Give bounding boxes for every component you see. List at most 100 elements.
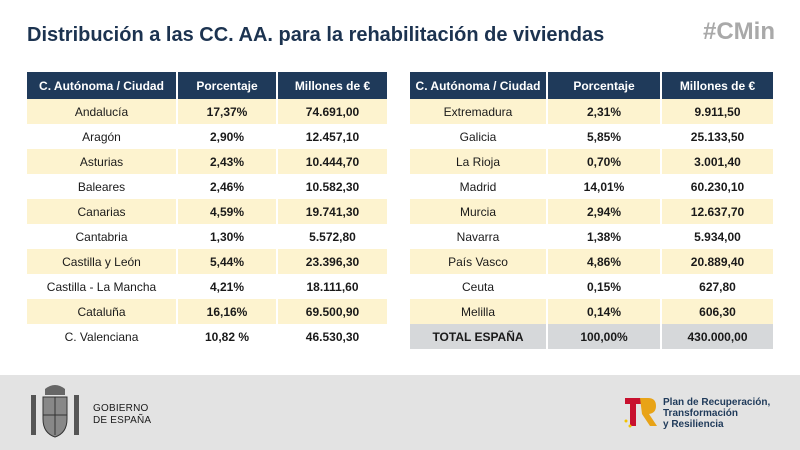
table-cell: 0,70% bbox=[548, 149, 662, 174]
table-cell: 16,16% bbox=[178, 299, 278, 324]
table-cell: 0,14% bbox=[548, 299, 662, 324]
table-cell: 2,94% bbox=[548, 199, 662, 224]
table-cell: 23.396,30 bbox=[278, 249, 389, 274]
text-line: y Resiliencia bbox=[663, 419, 724, 430]
table-cell: 25.133,50 bbox=[662, 124, 775, 149]
table-cell: 4,86% bbox=[548, 249, 662, 274]
table-cell: 0,15% bbox=[548, 274, 662, 299]
table-cell: Cantabria bbox=[27, 224, 178, 249]
hashtag: #CMin bbox=[703, 18, 775, 45]
table-cell: Andalucía bbox=[27, 99, 178, 124]
table-cell: 606,30 bbox=[662, 299, 775, 324]
table-row: C. Autónoma / Ciudad Porcentaje Millones d… bbox=[410, 72, 775, 99]
table-row: Galicia 5,85% 25.133,50 bbox=[410, 124, 775, 149]
table-cell: 627,80 bbox=[662, 274, 775, 299]
coat-of-arms bbox=[31, 385, 79, 438]
table-cell: 10.582,30 bbox=[278, 174, 389, 199]
table-cell: 4,59% bbox=[178, 199, 278, 224]
table: C. Autónoma / Ciudad Porcentaje Millones d… bbox=[410, 72, 775, 349]
table-cell: C. Autónoma / Ciudad bbox=[410, 72, 548, 99]
table-row: Castilla - La Mancha 4,21% 18.111,60 bbox=[27, 274, 389, 299]
table-cell: 9.911,50 bbox=[662, 99, 775, 124]
text-line: DE ESPAÑA bbox=[93, 415, 152, 426]
table-cell: 2,90% bbox=[178, 124, 278, 149]
table-cell: 14,01% bbox=[548, 174, 662, 199]
table-row: Ceuta 0,15% 627,80 bbox=[410, 274, 775, 299]
table-cell: Extremadura bbox=[410, 99, 548, 124]
table-cell: 5.934,00 bbox=[662, 224, 775, 249]
table-cell: País Vasco bbox=[410, 249, 548, 274]
table-cell: Baleares bbox=[27, 174, 178, 199]
table-cell: 46.530,30 bbox=[278, 324, 389, 349]
table-cell: Castilla y León bbox=[27, 249, 178, 274]
table-cell: 18.111,60 bbox=[278, 274, 389, 299]
table-cell: 4,21% bbox=[178, 274, 278, 299]
table-cell: Madrid bbox=[410, 174, 548, 199]
table-row: Murcia 2,94% 12.637,70 bbox=[410, 199, 775, 224]
table-row: C. Autónoma / Ciudad Porcentaje Millones d… bbox=[27, 72, 389, 99]
table-cell: Asturias bbox=[27, 149, 178, 174]
table-row: Cantabria 1,30% 5.572,80 bbox=[27, 224, 389, 249]
table-row: Cataluña 16,16% 69.500,90 bbox=[27, 299, 389, 324]
table-cell: 60.230,10 bbox=[662, 174, 775, 199]
table-cell: C. Autónoma / Ciudad bbox=[27, 72, 178, 99]
table-cell: Cataluña bbox=[27, 299, 178, 324]
table-row: Andalucía 17,37% 74.691,00 bbox=[27, 99, 389, 124]
table-cell: Aragón bbox=[27, 124, 178, 149]
table-cell: 5,85% bbox=[548, 124, 662, 149]
table-cell: Porcentaje bbox=[178, 72, 278, 99]
table-row: Baleares 2,46% 10.582,30 bbox=[27, 174, 389, 199]
table-cell: 2,46% bbox=[178, 174, 278, 199]
table-cell: 74.691,00 bbox=[278, 99, 389, 124]
table-cell: Castilla - La Mancha bbox=[27, 274, 178, 299]
table-cell: La Rioja bbox=[410, 149, 548, 174]
table-cell: 100,00% bbox=[548, 324, 662, 349]
table-cell: 10.444,70 bbox=[278, 149, 389, 174]
table-row: Extremadura 2,31% 9.911,50 bbox=[410, 99, 775, 124]
table-cell: 1,30% bbox=[178, 224, 278, 249]
table-cell: 69.500,90 bbox=[278, 299, 389, 324]
table-cell: 3.001,40 bbox=[662, 149, 775, 174]
table-row: Canarias 4,59% 19.741,30 bbox=[27, 199, 389, 224]
table-cell: 430.000,00 bbox=[662, 324, 775, 349]
table-cell: Galicia bbox=[410, 124, 548, 149]
table-row: Castilla y León 5,44% 23.396,30 bbox=[27, 249, 389, 274]
table-row: Aragón 2,90% 12.457,10 bbox=[27, 124, 389, 149]
table-cell: 2,43% bbox=[178, 149, 278, 174]
table-cell: C. Valenciana bbox=[27, 324, 178, 349]
table-cell: 20.889,40 bbox=[662, 249, 775, 274]
table-cell: 5,44% bbox=[178, 249, 278, 274]
government-name: GOBIERNO DE ESPAÑA bbox=[93, 403, 151, 427]
footer: GOBIERNO DE ESPAÑA Plan de Recuperación, T… bbox=[0, 375, 800, 450]
table-cell: 1,38% bbox=[548, 224, 662, 249]
table-row: C. Valenciana 10,82 % 46.530,30 bbox=[27, 324, 389, 349]
text-line: Transformación bbox=[663, 408, 739, 419]
table-cell: Canarias bbox=[27, 199, 178, 224]
table-cell: Millones de € bbox=[662, 72, 775, 99]
plan-logo bbox=[624, 398, 657, 428]
title: Distribución a las CC. AA. para la rehab… bbox=[27, 24, 605, 46]
table-cell: 10,82 % bbox=[178, 324, 278, 349]
table-cell: 12.457,10 bbox=[278, 124, 389, 149]
table-cell: Melilla bbox=[410, 299, 548, 324]
table: C. Autónoma / Ciudad Porcentaje Millones d… bbox=[27, 72, 389, 349]
table-row: Navarra 1,38% 5.934,00 bbox=[410, 224, 775, 249]
table-row: País Vasco 4,86% 20.889,40 bbox=[410, 249, 775, 274]
table-row: TOTAL ESPAÑA 100,00% 430.000,00 bbox=[410, 324, 775, 349]
table-cell: Millones de € bbox=[278, 72, 389, 99]
table-cell: Murcia bbox=[410, 199, 548, 224]
table-cell: Navarra bbox=[410, 224, 548, 249]
text-line: Plan de Recuperación, bbox=[663, 397, 771, 408]
table-cell: 19.741,30 bbox=[278, 199, 389, 224]
table-row: Asturias 2,43% 10.444,70 bbox=[27, 149, 389, 174]
text-line: GOBIERNO bbox=[93, 403, 149, 414]
table-row: Melilla 0,14% 606,30 bbox=[410, 299, 775, 324]
table-cell: 17,37% bbox=[178, 99, 278, 124]
table-row: La Rioja 0,70% 3.001,40 bbox=[410, 149, 775, 174]
table-cell: 2,31% bbox=[548, 99, 662, 124]
table-cell: TOTAL ESPAÑA bbox=[410, 324, 548, 349]
table-cell: 5.572,80 bbox=[278, 224, 389, 249]
table-cell: Porcentaje bbox=[548, 72, 662, 99]
plan-name: Plan de Recuperación, Transformación y Res… bbox=[663, 397, 770, 430]
